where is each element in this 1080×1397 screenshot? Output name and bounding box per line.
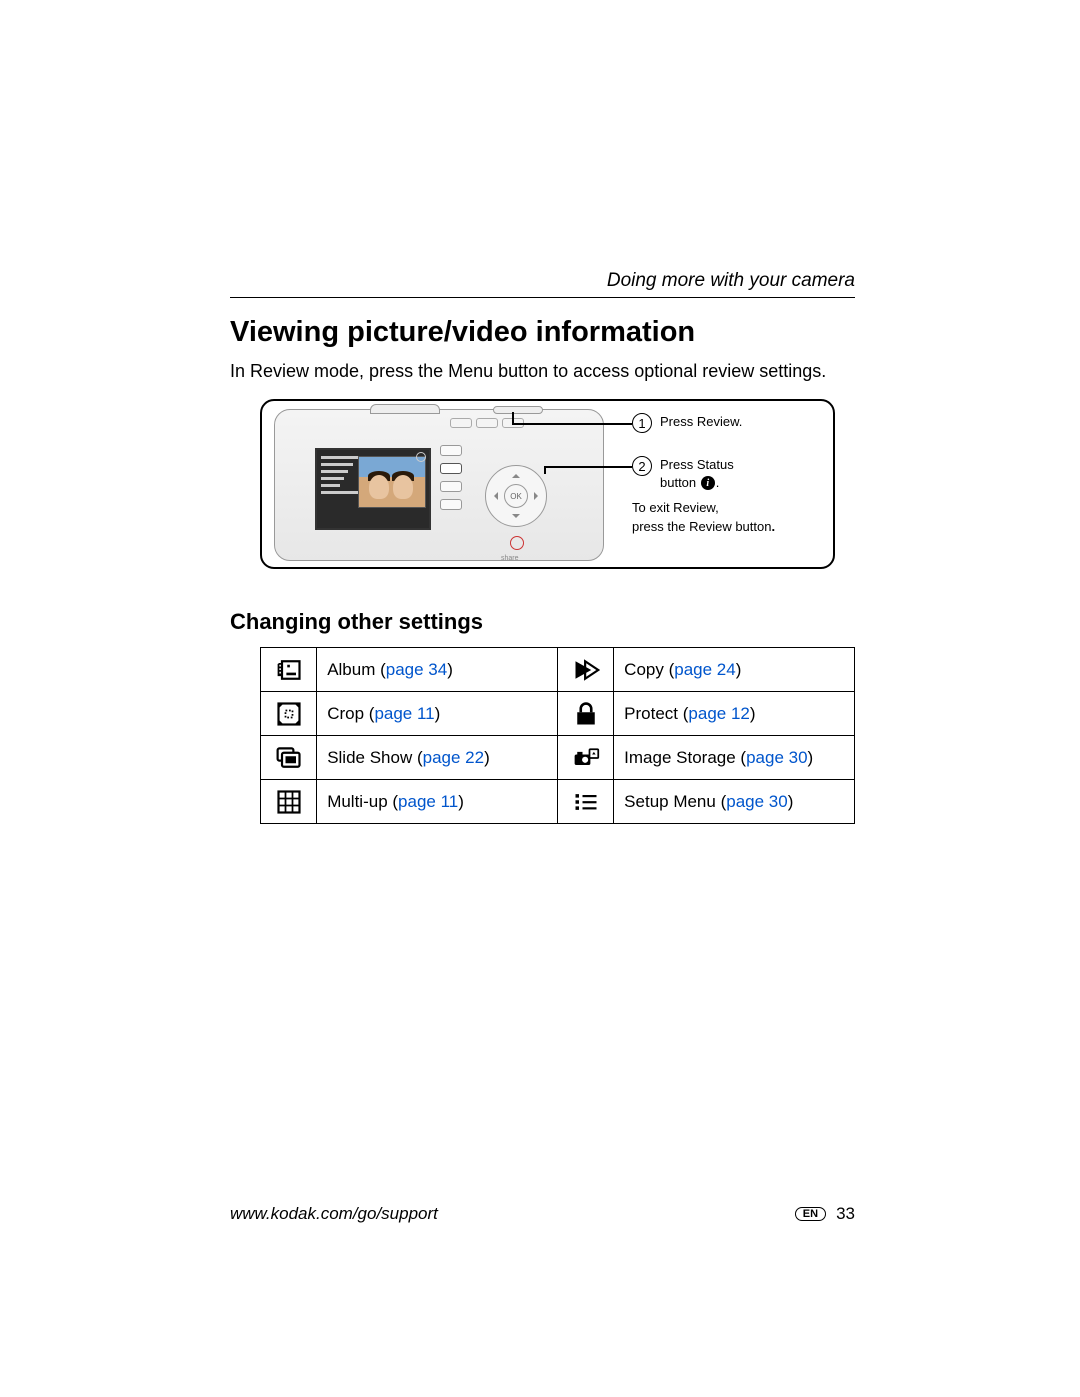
page-number: 33 [836, 1204, 855, 1224]
review-button-highlight [440, 463, 462, 474]
multiup-cell: Multi-up (page 11) [317, 780, 558, 824]
subtitle: Changing other settings [230, 609, 855, 635]
step-1: 1 Press Review. [632, 413, 742, 433]
storage-icon [557, 736, 613, 780]
slideshow-cell: Slide Show (page 22) [317, 736, 558, 780]
album-icon [261, 648, 317, 692]
footer-url[interactable]: www.kodak.com/go/support [230, 1204, 438, 1224]
settings-table: Album (page 34) Copy (page 24) Crop (pag… [260, 647, 855, 824]
multiup-icon [261, 780, 317, 824]
step-1-number: 1 [632, 413, 652, 433]
chapter-header: Doing more with your camera [230, 270, 855, 298]
leader-line-1 [512, 423, 632, 425]
page-link[interactable]: page 24 [674, 660, 735, 679]
camera-lcd [315, 448, 431, 530]
crop-icon [261, 692, 317, 736]
page-footer: www.kodak.com/go/support EN 33 [230, 1204, 855, 1224]
share-label: share [501, 555, 519, 562]
dpad-ok: OK [504, 484, 528, 508]
camera-top-plate [493, 406, 543, 414]
page-link[interactable]: page 11 [374, 704, 434, 723]
camera-dpad: OK [485, 465, 547, 527]
page-link[interactable]: page 11 [398, 792, 458, 811]
copy-cell: Copy (page 24) [614, 648, 855, 692]
table-row: Album (page 34) Copy (page 24) [261, 648, 855, 692]
protect-icon [557, 692, 613, 736]
page-link[interactable]: page 34 [386, 660, 447, 679]
camera-dial [370, 404, 440, 414]
camera-diagram: OK share 1 Press Review. 2 Press Status … [260, 399, 835, 569]
page-link[interactable]: page 30 [726, 792, 787, 811]
protect-cell: Protect (page 12) [614, 692, 855, 736]
copy-icon [557, 648, 613, 692]
intro-text: In Review mode, press the Menu button to… [230, 359, 855, 383]
storage-cell: Image Storage (page 30) [614, 736, 855, 780]
page-title: Viewing picture/video information [230, 316, 855, 349]
setup-icon [557, 780, 613, 824]
page-link[interactable]: page 22 [423, 748, 484, 767]
lcd-photo [358, 456, 426, 508]
camera-side-buttons [440, 445, 462, 517]
slideshow-icon [261, 736, 317, 780]
table-row: Slide Show (page 22) Image Storage (page… [261, 736, 855, 780]
language-badge: EN [795, 1207, 826, 1221]
info-icon: i [701, 476, 715, 490]
table-row: Crop (page 11) Protect (page 12) [261, 692, 855, 736]
step-2: 2 Press Status button i. [632, 456, 734, 491]
crop-cell: Crop (page 11) [317, 692, 558, 736]
exit-instructions: To exit Review, press the Review button. [632, 499, 775, 537]
step-2-number: 2 [632, 456, 652, 476]
page-link[interactable]: page 12 [688, 704, 749, 723]
table-row: Multi-up (page 11) Setup Menu (page 30) [261, 780, 855, 824]
page-link[interactable]: page 30 [746, 748, 807, 767]
step-2-text: Press Status button i. [660, 456, 734, 491]
step-1-text: Press Review. [660, 413, 742, 431]
setup-cell: Setup Menu (page 30) [614, 780, 855, 824]
album-cell: Album (page 34) [317, 648, 558, 692]
leader-line-2 [544, 466, 632, 468]
camera-body: OK share [274, 409, 604, 561]
share-button [510, 536, 524, 550]
